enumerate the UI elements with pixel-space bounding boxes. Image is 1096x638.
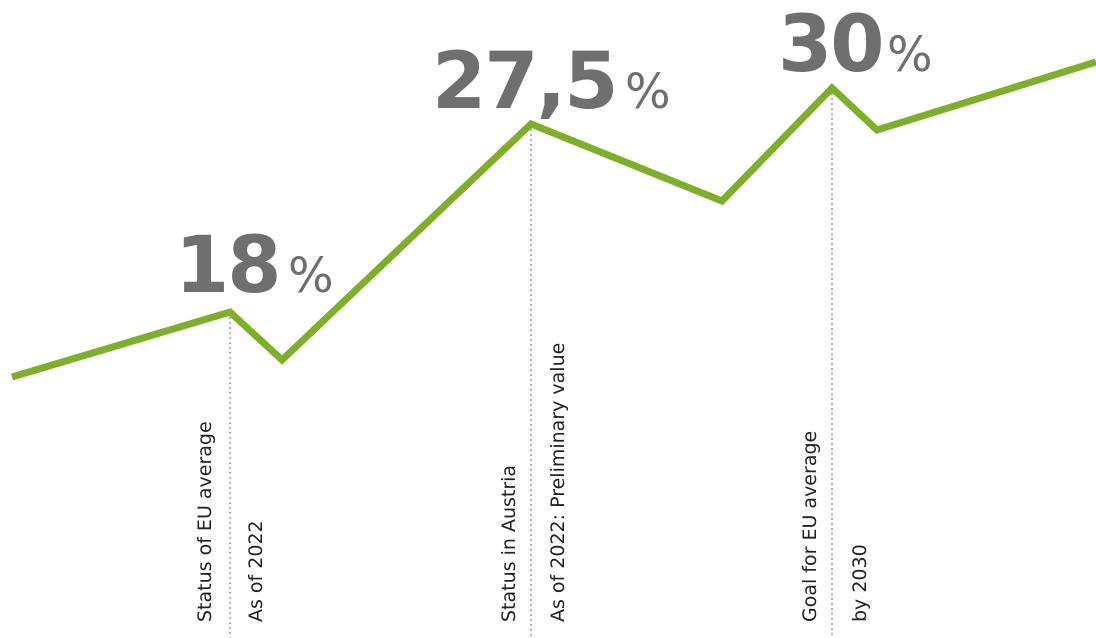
caption-eu-status-date: As of 2022 — [245, 520, 267, 622]
value-number: 27,5 — [432, 37, 616, 127]
unit-austria-status: % — [625, 64, 671, 120]
trend-line — [10, 58, 1096, 381]
value-number: 18 — [175, 221, 280, 311]
caption-eu-goal-date: by 2030 — [849, 544, 871, 622]
value-eu-status: 18 — [175, 221, 280, 311]
caption-austria-status: Status in Austria — [498, 465, 520, 622]
caption-austria-status-date: As of 2022: Preliminary value — [547, 343, 569, 622]
unit-eu-goal: % — [887, 27, 933, 83]
caption-eu-goal: Goal for EU average — [799, 431, 821, 622]
value-austria-status: 27,5 — [432, 37, 616, 127]
caption-eu-status: Status of EU average — [194, 421, 216, 622]
value-eu-goal: 30 — [778, 0, 883, 90]
unit-eu-status: % — [288, 248, 334, 304]
value-number: 30 — [778, 0, 883, 90]
